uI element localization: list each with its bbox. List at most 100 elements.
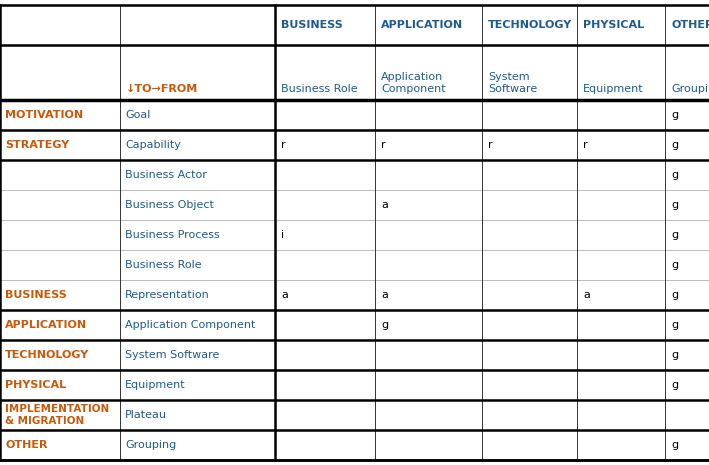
Bar xyxy=(120,5,275,45)
Bar xyxy=(577,430,665,460)
Bar xyxy=(0,310,120,340)
Bar xyxy=(375,280,482,310)
Text: BUSINESS: BUSINESS xyxy=(5,290,67,300)
Bar xyxy=(577,45,665,100)
Text: g: g xyxy=(671,380,678,390)
Bar xyxy=(665,400,709,430)
Bar xyxy=(577,310,665,340)
Text: g: g xyxy=(671,290,678,300)
Bar xyxy=(275,5,375,45)
Bar xyxy=(375,190,482,220)
Text: TECHNOLOGY: TECHNOLOGY xyxy=(5,350,89,360)
Bar xyxy=(275,220,375,250)
Bar xyxy=(665,310,709,340)
Text: Grouping: Grouping xyxy=(125,440,177,450)
Bar xyxy=(275,310,375,340)
Bar xyxy=(665,340,709,370)
Bar xyxy=(375,250,482,280)
Bar xyxy=(275,340,375,370)
Bar xyxy=(665,280,709,310)
Bar xyxy=(375,310,482,340)
Text: Capability: Capability xyxy=(125,140,181,150)
Bar xyxy=(482,160,577,190)
Bar xyxy=(275,190,375,220)
Bar xyxy=(0,160,120,190)
Text: System Software: System Software xyxy=(125,350,219,360)
Text: a: a xyxy=(281,290,288,300)
Bar xyxy=(0,340,120,370)
Bar xyxy=(375,220,482,250)
Bar xyxy=(375,160,482,190)
Text: Application
Component: Application Component xyxy=(381,73,446,94)
Text: Application Component: Application Component xyxy=(125,320,255,330)
Text: Equipment: Equipment xyxy=(125,380,186,390)
Bar xyxy=(482,250,577,280)
Bar xyxy=(577,250,665,280)
Bar xyxy=(275,160,375,190)
Text: OTHER: OTHER xyxy=(5,440,48,450)
Text: Goal: Goal xyxy=(125,110,150,120)
Bar xyxy=(482,220,577,250)
Bar xyxy=(120,310,275,340)
Bar xyxy=(577,280,665,310)
Bar xyxy=(275,130,375,160)
Bar xyxy=(0,250,120,280)
Text: g: g xyxy=(671,200,678,210)
Text: Representation: Representation xyxy=(125,290,210,300)
Bar xyxy=(0,100,120,130)
Text: Business Actor: Business Actor xyxy=(125,170,207,180)
Text: g: g xyxy=(671,140,678,150)
Bar xyxy=(577,130,665,160)
Bar xyxy=(120,100,275,130)
Text: r: r xyxy=(381,140,386,150)
Bar xyxy=(0,400,120,430)
Text: g: g xyxy=(671,350,678,360)
Text: g: g xyxy=(671,440,678,450)
Bar xyxy=(120,280,275,310)
Bar xyxy=(577,100,665,130)
Bar xyxy=(482,100,577,130)
Bar xyxy=(120,190,275,220)
Bar xyxy=(577,220,665,250)
Bar xyxy=(577,400,665,430)
Bar xyxy=(375,45,482,100)
Bar xyxy=(120,220,275,250)
Bar xyxy=(120,340,275,370)
Bar xyxy=(665,130,709,160)
Bar xyxy=(275,370,375,400)
Bar xyxy=(482,430,577,460)
Bar xyxy=(120,160,275,190)
Text: a: a xyxy=(381,200,388,210)
Text: Business Process: Business Process xyxy=(125,230,220,240)
Text: r: r xyxy=(488,140,493,150)
Text: g: g xyxy=(671,320,678,330)
Text: STRATEGY: STRATEGY xyxy=(5,140,69,150)
Text: PHYSICAL: PHYSICAL xyxy=(5,380,66,390)
Bar xyxy=(0,130,120,160)
Text: IMPLEMENTATION
& MIGRATION: IMPLEMENTATION & MIGRATION xyxy=(5,404,109,426)
Bar xyxy=(120,430,275,460)
Bar xyxy=(375,5,482,45)
Bar xyxy=(482,5,577,45)
Text: Grouping: Grouping xyxy=(671,84,709,94)
Text: g: g xyxy=(671,110,678,120)
Text: APPLICATION: APPLICATION xyxy=(381,20,463,30)
Bar xyxy=(375,340,482,370)
Bar xyxy=(665,250,709,280)
Text: Plateau: Plateau xyxy=(125,410,167,420)
Text: System
Software: System Software xyxy=(488,73,537,94)
Text: Business Role: Business Role xyxy=(125,260,201,270)
Bar xyxy=(577,5,665,45)
Bar xyxy=(275,280,375,310)
Bar xyxy=(665,160,709,190)
Bar xyxy=(482,280,577,310)
Bar xyxy=(577,340,665,370)
Bar xyxy=(0,190,120,220)
Bar xyxy=(665,5,709,45)
Bar xyxy=(665,45,709,100)
Bar xyxy=(665,220,709,250)
Bar xyxy=(577,160,665,190)
Bar xyxy=(482,340,577,370)
Bar xyxy=(0,430,120,460)
Text: OTHER: OTHER xyxy=(671,20,709,30)
